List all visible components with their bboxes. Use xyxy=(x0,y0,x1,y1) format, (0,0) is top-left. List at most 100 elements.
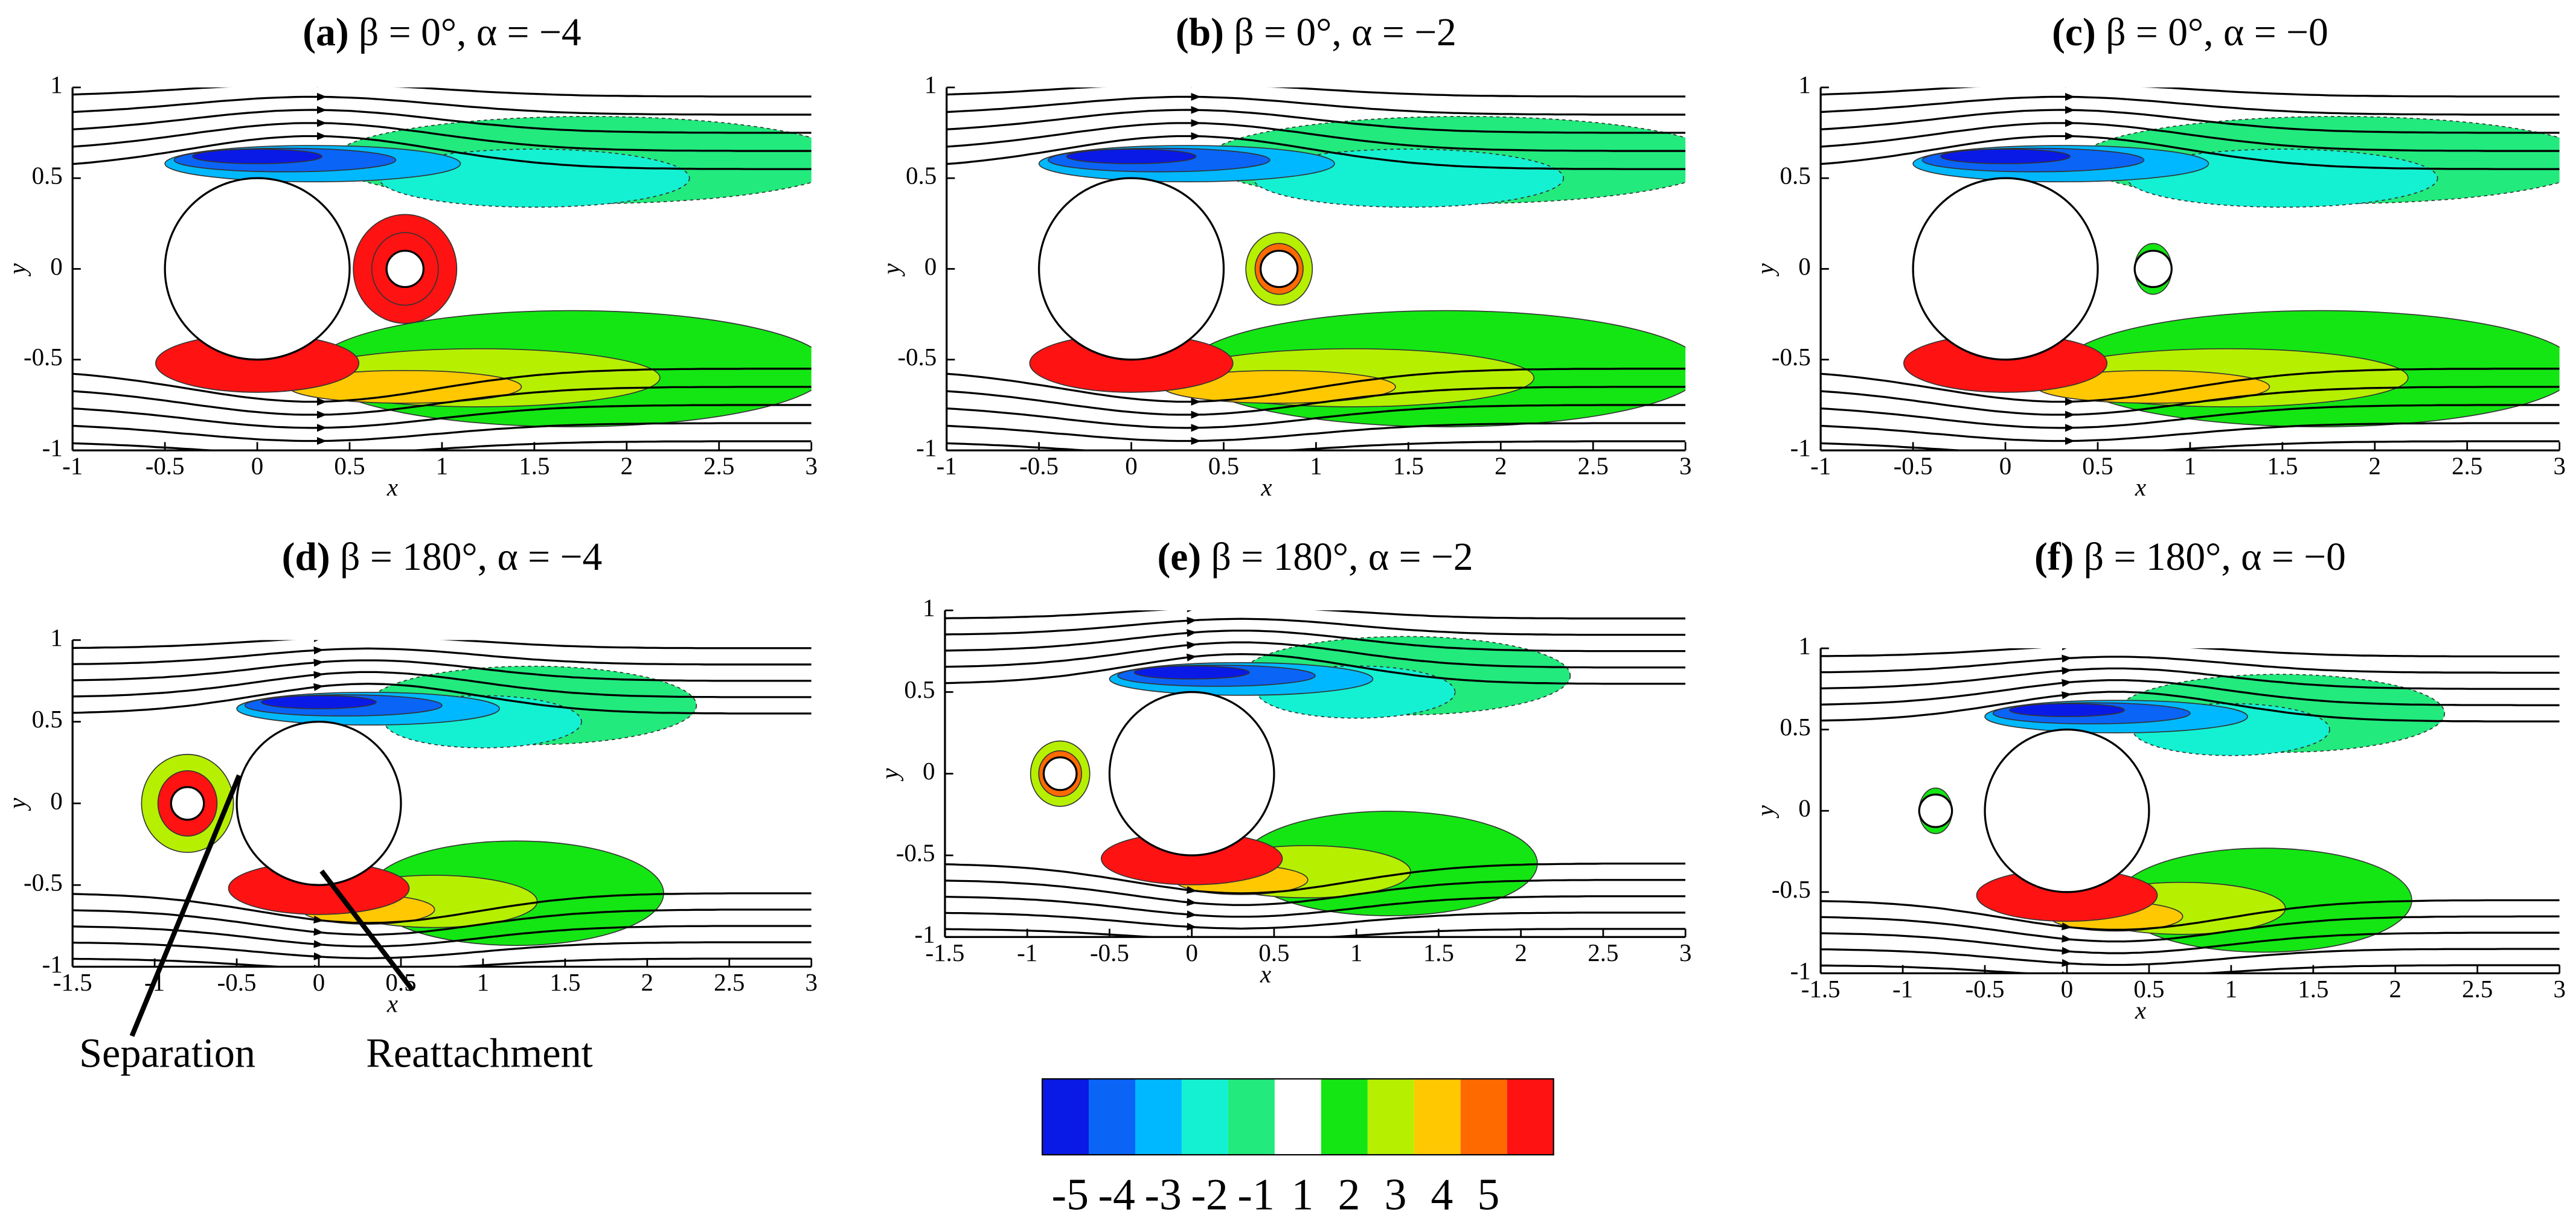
y-tick-label: -1 xyxy=(1790,433,1811,461)
x-tick-label: 1 xyxy=(1310,452,1322,480)
x-axis-label: x xyxy=(2135,996,2146,1024)
y-tick-label: 0 xyxy=(1798,252,1810,280)
streamline xyxy=(1821,916,2072,943)
streamline xyxy=(441,640,812,650)
streamline xyxy=(2066,931,2560,954)
y-tick-label: -1 xyxy=(916,433,937,461)
streamline xyxy=(2067,633,2560,640)
y-tick-label: 1 xyxy=(923,594,935,622)
chart-title: (b) β = 0°, α = −2 xyxy=(1176,11,1456,54)
contour-region xyxy=(1133,665,1250,680)
streamline xyxy=(1196,95,1686,116)
streamline xyxy=(2066,915,2560,943)
streamline xyxy=(396,87,812,98)
streamline xyxy=(322,95,812,116)
y-tick-label: 1 xyxy=(50,624,62,651)
x-axis-label: x xyxy=(2135,473,2146,501)
streamline xyxy=(945,945,1192,951)
streamline xyxy=(72,132,327,165)
x-tick-label: 1.5 xyxy=(2267,452,2298,480)
streamline xyxy=(1821,900,2072,931)
x-tick-label: 1 xyxy=(477,968,489,996)
colorbar-frame xyxy=(1041,1078,1554,1156)
y-axis-label: y xyxy=(877,263,905,277)
streamline xyxy=(72,407,327,432)
streamline xyxy=(1821,648,2072,657)
streamline xyxy=(1821,654,2072,674)
streamline xyxy=(2070,71,2560,78)
panel: -1 -0.5 0 0.5 1 1.5 2 2.5 3 -1 -0.5 0 0.5 1 x y (b) β = … xyxy=(877,11,1692,501)
y-tick-label: 0.5 xyxy=(1780,713,1811,741)
streamline xyxy=(322,386,812,416)
x-tick-label: 2.5 xyxy=(1578,452,1609,480)
y-tick-label: -1 xyxy=(1790,957,1811,985)
streamline xyxy=(944,928,1197,937)
panel: -1 -0.5 0 0.5 1 1.5 2 2.5 3 -1 -0.5 0 0.5 1 x y (a) β = … xyxy=(3,11,818,501)
contour-region xyxy=(261,695,377,709)
streamline xyxy=(1196,459,1686,467)
streamline xyxy=(1821,92,2075,113)
x-tick-label: 2.5 xyxy=(714,968,745,996)
x-tick-label: 2.5 xyxy=(1588,939,1618,966)
colorbar-label: -2 xyxy=(1191,1170,1228,1219)
x-axis-label: x xyxy=(386,989,398,1017)
streamline xyxy=(944,616,1197,636)
streamline xyxy=(2144,440,2560,451)
streamline xyxy=(1191,911,1686,930)
streamline xyxy=(1821,634,2067,640)
streamline xyxy=(1821,119,2075,148)
plot-area xyxy=(1821,633,2560,974)
streamline xyxy=(2144,87,2560,98)
x-tick-label: -1.5 xyxy=(53,968,92,996)
cylinder xyxy=(1260,249,1299,289)
y-axis-label: y xyxy=(3,263,31,277)
title-text: β = 0°, α = −2 xyxy=(1234,11,1456,54)
panel: -1 -0.5 0 0.5 1 1.5 2 2.5 3 -1 -0.5 0 0.5 1 x y (c) β = … xyxy=(1751,11,2566,501)
streamline xyxy=(946,119,1201,148)
title-text: β = 180°, α = −0 xyxy=(2084,535,2346,579)
x-tick-label: 0 xyxy=(251,452,263,480)
chart-title: (d) β = 180°, α = −4 xyxy=(282,535,603,579)
y-tick-label: -0.5 xyxy=(24,343,63,371)
colorbar-label: 5 xyxy=(1478,1170,1500,1219)
streamline xyxy=(1196,386,1686,416)
title-text: β = 0°, α = −0 xyxy=(2106,11,2328,54)
streamline xyxy=(72,390,327,419)
colorbar-swatch xyxy=(1135,1079,1182,1155)
streamline xyxy=(72,957,324,967)
chart-title: (e) β = 180°, α = −2 xyxy=(1157,535,1473,579)
x-tick-label: -0.5 xyxy=(1894,452,1933,480)
streamline xyxy=(1315,610,1686,620)
chart-title: (a) β = 0°, α = −4 xyxy=(303,11,581,54)
streamline xyxy=(322,422,812,442)
colorbar-label: -1 xyxy=(1237,1170,1274,1219)
streamline xyxy=(318,683,812,715)
colorbar-swatch xyxy=(1228,1079,1275,1155)
colorbar-swatch xyxy=(1274,1079,1321,1155)
streamline xyxy=(1821,106,2075,130)
x-tick-label: -0.5 xyxy=(1019,452,1059,480)
colorbar-swatch xyxy=(1367,1079,1414,1155)
contour-region xyxy=(1066,148,1197,164)
plot-area xyxy=(1821,71,2560,451)
cylinder xyxy=(235,720,402,886)
panel: -1.5-1-0.500.511.522.53-1-0.500.51xy(d) … xyxy=(3,535,818,1076)
y-tick-label: -0.5 xyxy=(1772,343,1811,371)
x-tick-label: 0 xyxy=(313,968,325,996)
x-tick-label: 0.5 xyxy=(2133,975,2164,1003)
contour-region xyxy=(1940,148,2071,164)
annotation: Separation xyxy=(79,1030,255,1076)
x-tick-label: 0.5 xyxy=(334,452,365,480)
x-tick-label: 1.5 xyxy=(2298,975,2328,1003)
plot-area xyxy=(72,71,812,451)
streamline xyxy=(945,596,1192,602)
x-tick-label: 3 xyxy=(805,452,817,480)
streamline xyxy=(72,71,322,77)
x-tick-label: -0.5 xyxy=(1090,939,1129,966)
streamline xyxy=(322,404,812,429)
streamline xyxy=(322,135,812,170)
colorbar-swatch xyxy=(1089,1079,1135,1155)
streamline xyxy=(72,683,324,714)
colorbar-swatch xyxy=(1321,1079,1368,1155)
streamline xyxy=(946,390,1201,419)
